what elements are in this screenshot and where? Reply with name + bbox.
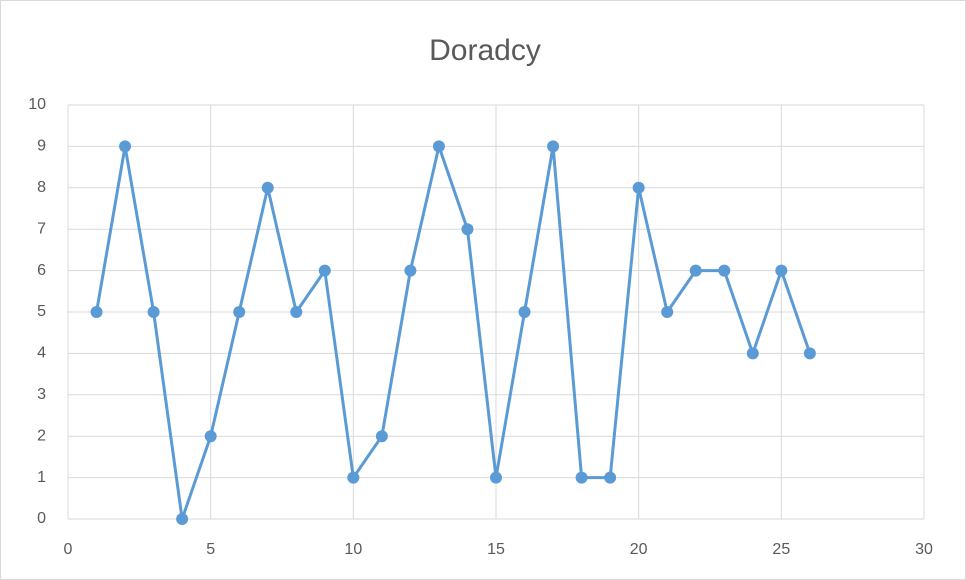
data-point [290, 306, 303, 318]
data-point [432, 140, 445, 153]
x-tick-label: 25 [772, 541, 790, 558]
y-tick-label: 6 [37, 262, 46, 279]
data-point [661, 306, 674, 318]
data-point [746, 347, 759, 360]
data-point [147, 306, 160, 318]
x-tick-label: 15 [487, 541, 505, 558]
y-tick-label: 0 [37, 510, 46, 527]
y-tick-label: 10 [28, 96, 46, 113]
y-tick-label: 3 [37, 386, 46, 403]
data-point [803, 347, 816, 360]
x-tick-label: 10 [344, 541, 362, 558]
data-point [90, 306, 103, 318]
data-point [575, 471, 588, 484]
y-tick-label: 4 [37, 345, 46, 362]
data-point [404, 264, 417, 277]
x-tick-label: 0 [64, 541, 73, 558]
data-point [490, 471, 502, 484]
data-point [604, 471, 617, 484]
data-point [547, 140, 560, 153]
y-tick-label: 8 [37, 179, 46, 196]
x-tick-label: 30 [915, 541, 933, 558]
y-tick-label: 7 [37, 220, 46, 237]
data-point [318, 264, 331, 277]
data-point [632, 181, 645, 194]
chart-title: Doradcy [429, 34, 541, 67]
data-point [461, 223, 474, 236]
data-point [375, 430, 388, 443]
data-point [261, 181, 274, 194]
y-tick-label: 5 [37, 303, 46, 320]
data-point [689, 264, 702, 277]
data-point [233, 306, 246, 318]
y-tick-label: 2 [37, 427, 46, 444]
data-point [518, 306, 531, 318]
data-point [204, 430, 217, 443]
data-point [347, 471, 360, 484]
y-tick-label: 9 [37, 138, 46, 155]
data-point [119, 140, 132, 153]
x-tick-label: 20 [630, 541, 648, 558]
y-tick-label: 1 [37, 469, 46, 486]
data-point [176, 513, 189, 525]
x-tick-label: 5 [206, 541, 215, 558]
data-point [775, 264, 788, 277]
data-point [718, 264, 731, 277]
series-line [95, 144, 812, 521]
